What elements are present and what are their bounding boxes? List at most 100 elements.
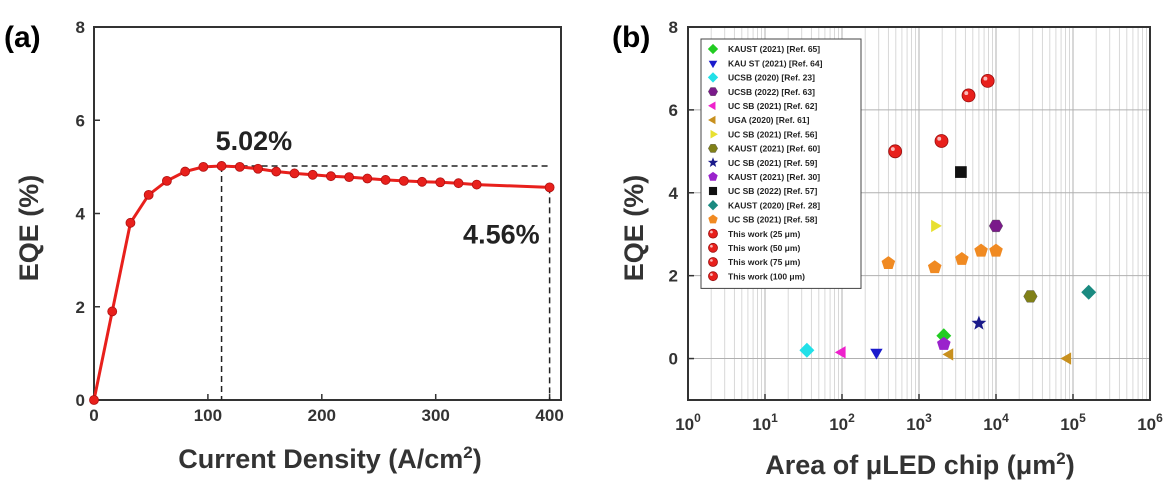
eqe-point xyxy=(89,395,99,405)
eqe-point xyxy=(453,178,464,189)
data-point-hexagon xyxy=(988,219,1004,233)
x-tick-exponent: 2 xyxy=(848,411,855,425)
data-point-circle-highlight xyxy=(964,91,969,96)
panel-a-annotations: 5.02% 4.56% xyxy=(216,126,540,249)
eqe-point xyxy=(471,179,482,190)
x-tick-exponent: 6 xyxy=(1156,411,1163,425)
x-tick-base: 10 xyxy=(752,415,771,434)
data-point-triangle-down xyxy=(870,348,883,360)
data-point-diamond xyxy=(799,342,815,358)
legend-entry: UC SB (2021) [Ref. 58] xyxy=(728,215,817,225)
legend-marker xyxy=(710,129,718,139)
legend-entry: UCSB (2022) [Ref. 63] xyxy=(728,87,815,97)
legend-marker xyxy=(708,171,718,181)
legend-marker xyxy=(708,60,718,69)
eqe-point xyxy=(271,166,282,177)
legend-marker-highlight xyxy=(710,244,713,248)
y-tick-label: 8 xyxy=(669,18,678,37)
legend-marker xyxy=(707,43,719,55)
legend-marker xyxy=(708,186,718,196)
y-tick-label: 0 xyxy=(76,391,85,410)
peak-eqe-label: 5.02% xyxy=(216,126,293,156)
y-tick-label: 2 xyxy=(76,298,85,317)
eqe-point xyxy=(143,189,154,200)
data-point-circle xyxy=(961,88,976,103)
legend-marker xyxy=(708,101,716,111)
panel-a-y-axis-title: EQE (%) xyxy=(14,175,44,282)
x-tick-label: 300 xyxy=(422,406,450,425)
x-tick-label: 103 xyxy=(906,411,932,434)
legend-entry: KAUST (2020) [Ref. 28] xyxy=(728,200,820,210)
data-point-pentagon xyxy=(989,243,1003,257)
eqe-point xyxy=(417,176,427,187)
eqe-point xyxy=(216,161,227,171)
eqe-point xyxy=(435,177,446,188)
panel-b-x-axis-title: Area of μLED chip (μm2) xyxy=(765,449,1075,480)
data-point-triangle-left xyxy=(942,348,954,361)
data-point-circle-highlight xyxy=(983,76,988,81)
y-tick-label: 6 xyxy=(669,101,678,120)
x-tick-base: 10 xyxy=(906,415,925,434)
legend-entry: KAUST (2021) [Ref. 60] xyxy=(728,144,820,154)
data-point-pentagon xyxy=(881,256,896,270)
x-tick-exponent: 5 xyxy=(1079,411,1086,425)
data-point-triangle-right xyxy=(931,219,942,233)
x-tick-label: 104 xyxy=(983,411,1009,434)
legend-entry: UCSB (2020) [Ref. 23] xyxy=(728,73,815,83)
eqe-point xyxy=(234,161,245,172)
panel-b-data xyxy=(799,73,1097,365)
end-eqe-label: 4.56% xyxy=(463,219,540,249)
data-point-pentagon xyxy=(927,260,942,274)
y-tick-label: 4 xyxy=(76,205,86,224)
eqe-point xyxy=(253,163,263,174)
legend-marker xyxy=(708,144,718,153)
y-tick-label: 0 xyxy=(669,350,678,369)
eqe-point xyxy=(380,175,391,185)
data-point-circle-highlight xyxy=(890,147,895,152)
legend-entry: This work (75 μm) xyxy=(728,257,800,267)
legend-marker xyxy=(708,87,718,96)
x-tick-base: 10 xyxy=(1137,415,1156,434)
panel-a-plot-frame xyxy=(93,26,562,401)
y-tick-label: 2 xyxy=(669,267,678,286)
legend-entry: UGA (2020) [Ref. 61] xyxy=(728,115,810,125)
eqe-point xyxy=(544,182,555,193)
legend-marker xyxy=(708,228,718,239)
y-tick-label: 4 xyxy=(669,184,679,203)
eqe-point xyxy=(398,175,409,186)
x-tick-label: 101 xyxy=(752,411,778,434)
panel-a-axes xyxy=(93,26,562,401)
legend-marker-highlight xyxy=(710,230,713,234)
data-point-square xyxy=(955,166,967,178)
data-point-circle xyxy=(980,73,995,88)
eqe-point xyxy=(362,173,373,184)
data-point-star xyxy=(971,315,987,330)
legend-marker xyxy=(708,242,718,253)
panel-a-data xyxy=(89,161,555,405)
x-tick-base: 10 xyxy=(829,415,848,434)
data-point-diamond xyxy=(936,328,952,344)
data-point-pentagon xyxy=(937,336,951,350)
eqe-point xyxy=(198,161,209,172)
legend-entry: KAUST (2021) [Ref. 30] xyxy=(728,172,820,182)
data-point-pentagon xyxy=(974,243,988,257)
x-tick-label: 105 xyxy=(1060,411,1086,434)
eqe-point xyxy=(161,175,172,186)
data-point-diamond xyxy=(1081,284,1097,300)
legend-marker xyxy=(708,257,718,267)
x-tick-label: 100 xyxy=(194,406,222,425)
x-tick-label: 102 xyxy=(829,411,855,434)
y-tick-label: 6 xyxy=(76,111,85,130)
x-tick-label: 200 xyxy=(308,406,336,425)
legend-marker xyxy=(707,200,719,211)
data-point-triangle-left xyxy=(1060,352,1072,365)
x-tick-exponent: 4 xyxy=(1002,411,1009,425)
legend-entry: UC SB (2021) [Ref. 56] xyxy=(728,129,817,139)
legend-marker xyxy=(708,271,718,282)
legend-marker-highlight xyxy=(710,259,713,262)
panel-b-legend: KAUST (2021) [Ref. 65] KAU ST (2021) [Ref… xyxy=(700,38,862,289)
eqe-point xyxy=(289,168,300,179)
legend-entry: UC SB (2022) [Ref. 57] xyxy=(728,186,817,196)
panel-a-x-axis-title: Current Density (A/cm2) xyxy=(178,443,482,474)
